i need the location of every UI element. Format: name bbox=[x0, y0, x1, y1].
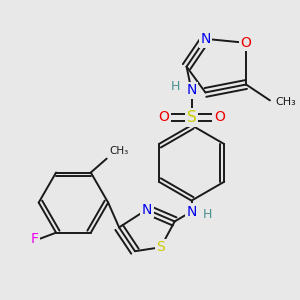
Text: CH₃: CH₃ bbox=[275, 98, 296, 107]
Text: H: H bbox=[203, 208, 212, 221]
Text: S: S bbox=[187, 110, 196, 125]
Text: CH₃: CH₃ bbox=[110, 146, 129, 156]
Text: S: S bbox=[156, 240, 165, 254]
Text: N: N bbox=[200, 32, 211, 46]
Text: H: H bbox=[171, 80, 180, 93]
Text: N: N bbox=[186, 83, 197, 98]
Text: N: N bbox=[186, 205, 197, 218]
Text: O: O bbox=[158, 110, 169, 124]
Text: O: O bbox=[214, 110, 225, 124]
Text: N: N bbox=[142, 202, 152, 217]
Text: O: O bbox=[241, 36, 251, 50]
Text: F: F bbox=[30, 232, 38, 246]
